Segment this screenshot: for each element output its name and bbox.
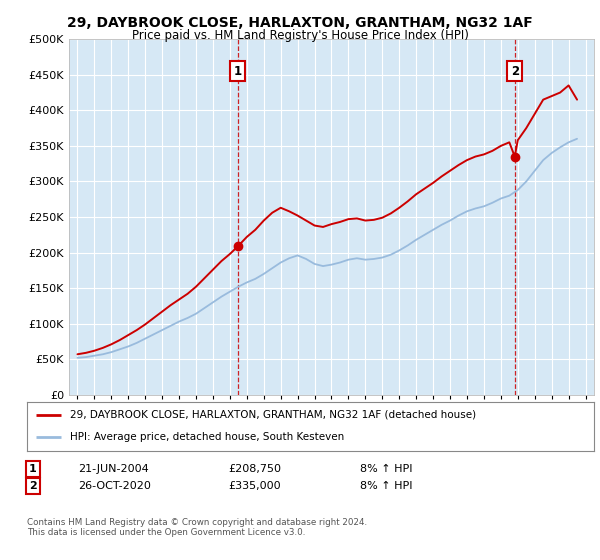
Text: £208,750: £208,750 — [228, 464, 281, 474]
Text: 1: 1 — [29, 464, 37, 474]
Text: Contains HM Land Registry data © Crown copyright and database right 2024.
This d: Contains HM Land Registry data © Crown c… — [27, 518, 367, 538]
Text: 29, DAYBROOK CLOSE, HARLAXTON, GRANTHAM, NG32 1AF: 29, DAYBROOK CLOSE, HARLAXTON, GRANTHAM,… — [67, 16, 533, 30]
Text: 29, DAYBROOK CLOSE, HARLAXTON, GRANTHAM, NG32 1AF (detached house): 29, DAYBROOK CLOSE, HARLAXTON, GRANTHAM,… — [70, 410, 476, 420]
Text: HPI: Average price, detached house, South Kesteven: HPI: Average price, detached house, Sout… — [70, 432, 344, 442]
Text: 1: 1 — [234, 65, 242, 78]
Text: 8% ↑ HPI: 8% ↑ HPI — [360, 464, 413, 474]
Text: 8% ↑ HPI: 8% ↑ HPI — [360, 481, 413, 491]
Text: 2: 2 — [29, 481, 37, 491]
Text: Price paid vs. HM Land Registry's House Price Index (HPI): Price paid vs. HM Land Registry's House … — [131, 29, 469, 42]
Text: 21-JUN-2004: 21-JUN-2004 — [78, 464, 149, 474]
Text: £335,000: £335,000 — [228, 481, 281, 491]
Text: 26-OCT-2020: 26-OCT-2020 — [78, 481, 151, 491]
Text: 2: 2 — [511, 65, 519, 78]
